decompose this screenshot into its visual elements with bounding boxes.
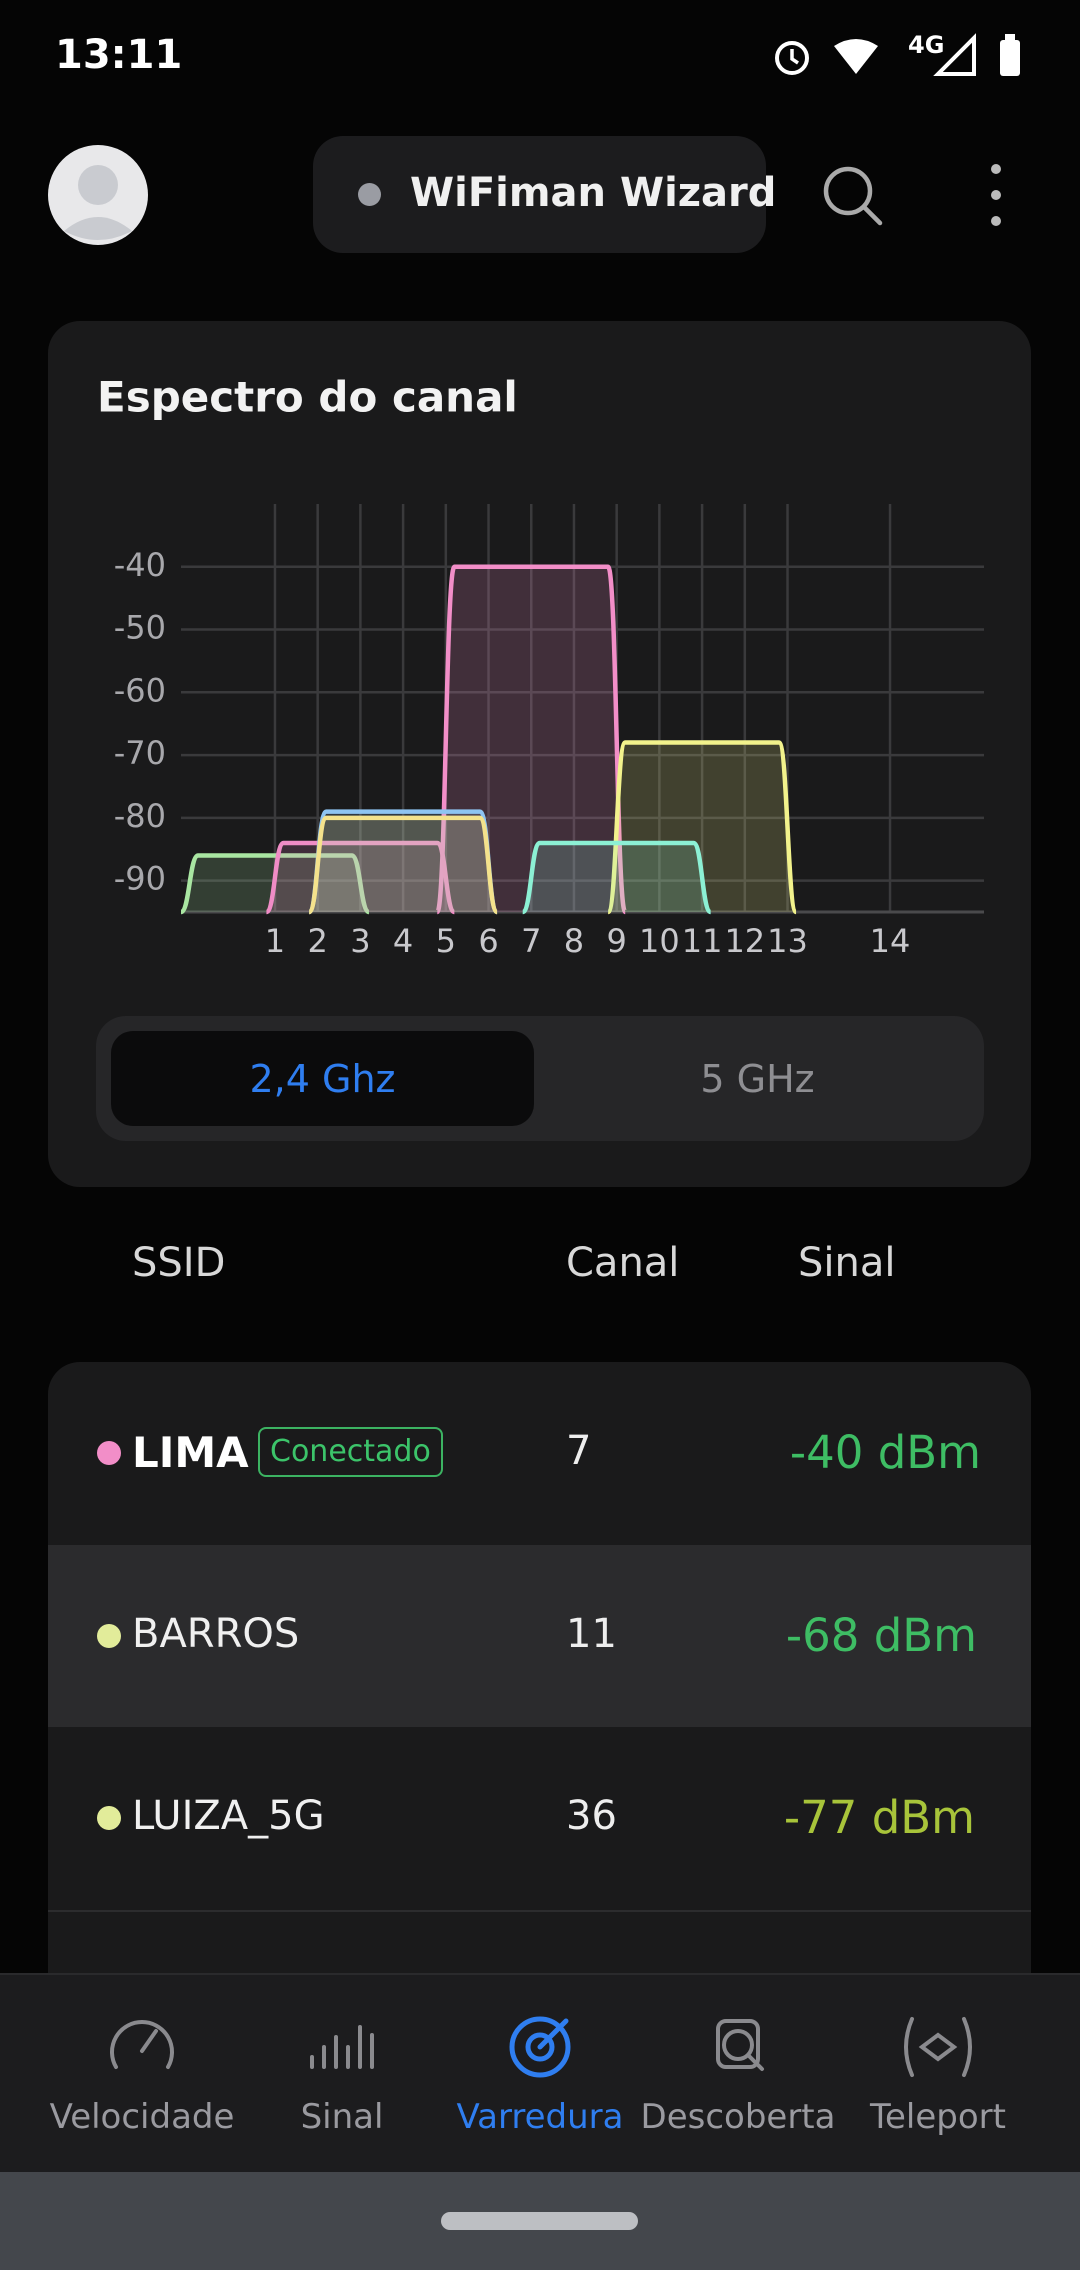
wizard-button[interactable]: WiFiman Wizard — [313, 136, 776, 253]
gesture-area — [0, 2172, 1080, 2270]
network-list: LIMA Conectado 7 -40 dBm BARROS 11 -68 d… — [48, 1362, 1031, 2002]
status-dot — [358, 183, 381, 206]
nav-label[interactable]: Velocidade — [49, 2097, 235, 2137]
signal: -40 dBm — [789, 1426, 981, 1479]
column-header: Sinal — [798, 1240, 896, 1286]
nav-label[interactable]: Varredura — [456, 2097, 624, 2137]
x-tick-label: 11 — [682, 922, 723, 960]
x-tick-label: 14 — [870, 922, 911, 960]
x-tick-label: 10 — [639, 922, 680, 960]
channel: 36 — [566, 1793, 617, 1839]
battery-icon — [1000, 40, 1020, 76]
network-dot — [97, 1624, 121, 1648]
x-tick-label: 13 — [767, 922, 808, 960]
discover-icon[interactable] — [716, 2019, 764, 2071]
nav-label[interactable]: Teleport — [870, 2097, 1006, 2137]
network-dot — [97, 1806, 121, 1830]
y-tick-label: -80 — [114, 797, 166, 835]
alarm-icon — [775, 41, 809, 75]
home-handle[interactable] — [441, 2212, 638, 2230]
band-toggle: 2,4 Ghz 5 GHz — [96, 1016, 984, 1141]
teleport-icon[interactable] — [904, 2017, 972, 2077]
wizard-title: WiFiman Wizard — [410, 170, 777, 216]
column-header: Canal — [566, 1240, 680, 1286]
chart: Espectro do canal -40-50-60-70-80-901 2 3 4… — [97, 373, 984, 960]
channel-band — [306, 815, 500, 915]
nav-icons — [110, 2016, 972, 2078]
y-tick-label: -90 — [114, 860, 166, 898]
x-tick-label: 6 — [478, 922, 498, 960]
speed-icon[interactable] — [110, 2020, 174, 2069]
tab-5ghz[interactable]: 5 GHz — [700, 1056, 815, 1101]
x-tick-label: 12 — [724, 922, 765, 960]
scan-icon[interactable] — [509, 2016, 571, 2078]
menu-icon[interactable] — [982, 163, 1010, 227]
y-tick-label: -40 — [114, 546, 166, 584]
avatar[interactable] — [48, 145, 148, 245]
x-tick-label: 9 — [606, 922, 626, 960]
network-row[interactable]: LIMA Conectado 7 -40 dBm — [48, 1362, 1031, 1547]
ssid: BARROS — [132, 1611, 300, 1657]
x-tick-label: 5 — [436, 922, 456, 960]
network-row[interactable]: LUIZA_5G 36 -77 dBm — [48, 1727, 1031, 1912]
signal: -77 dBm — [783, 1791, 975, 1844]
search-icon[interactable] — [820, 163, 884, 227]
cell-icon — [933, 33, 976, 76]
ssid: LIMA — [132, 1428, 249, 1477]
bottom-nav: Velocidade Sinal Varredura Descoberta Te… — [0, 1973, 1080, 2174]
signal-icon[interactable] — [310, 2025, 374, 2069]
network-type: 4G — [908, 31, 944, 59]
y-tick-label: -60 — [114, 671, 166, 709]
x-tick-label: 3 — [350, 922, 370, 960]
channel: 7 — [566, 1428, 592, 1474]
x-tick-label: 1 — [265, 922, 285, 960]
nav-label[interactable]: Sinal — [300, 2097, 384, 2137]
x-tick-label: 4 — [393, 922, 413, 960]
channel-band — [605, 740, 799, 915]
column-header: SSID — [132, 1240, 226, 1286]
nav-label[interactable]: Descoberta — [640, 2097, 836, 2137]
x-tick-label: 8 — [564, 922, 584, 960]
status-icons: 4G — [775, 31, 1020, 76]
y-tick-label: -70 — [114, 734, 166, 772]
channel-band — [520, 840, 713, 915]
x-tick-label: 7 — [521, 922, 541, 960]
signal: -68 dBm — [785, 1609, 977, 1662]
connected-badge: Conectado — [258, 1427, 443, 1477]
x-tick-label: 2 — [308, 922, 328, 960]
chart-title: Espectro do canal — [97, 373, 518, 422]
network-dot — [97, 1441, 121, 1465]
ssid: LUIZA_5G — [132, 1793, 325, 1839]
y-tick-label: -50 — [114, 609, 166, 647]
tab-24ghz[interactable]: 2,4 Ghz — [111, 1031, 534, 1126]
network-row[interactable]: BARROS 11 -68 dBm — [48, 1545, 1031, 1727]
status-time: 13:11 — [55, 32, 183, 78]
channel: 11 — [566, 1611, 617, 1657]
wifi-icon — [834, 39, 878, 74]
